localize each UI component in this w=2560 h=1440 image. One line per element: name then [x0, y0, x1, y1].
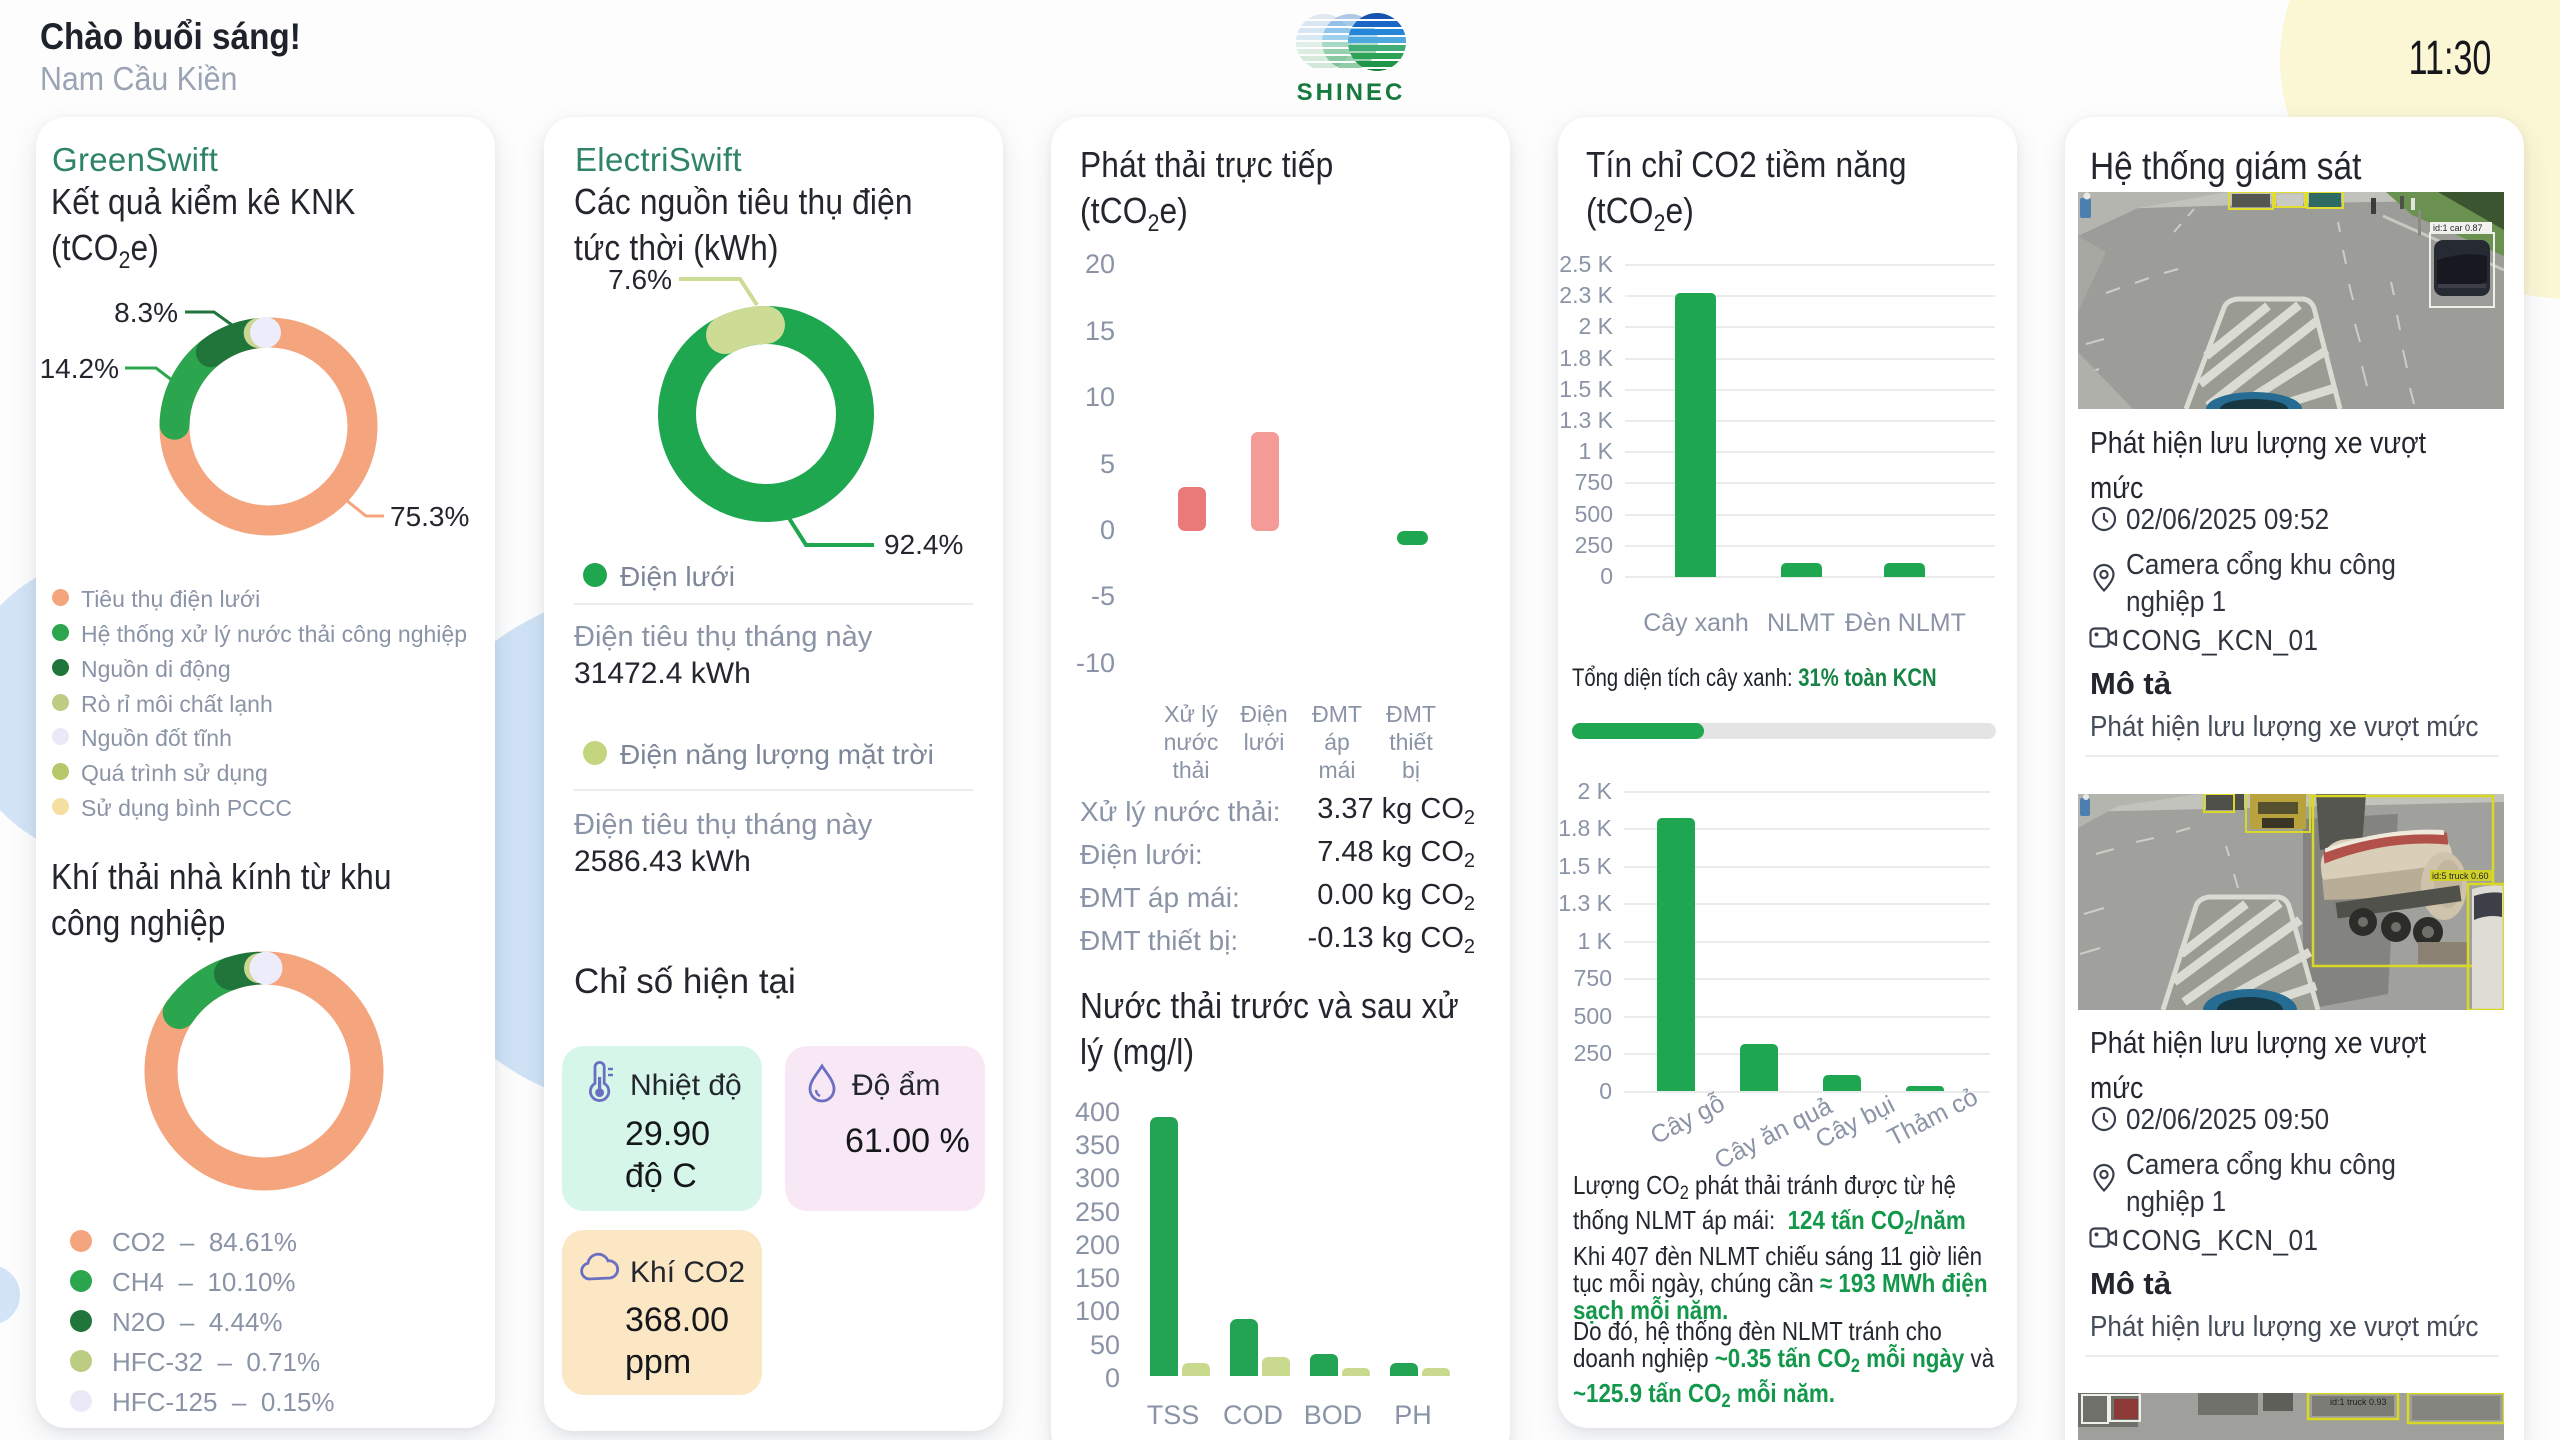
svg-text:14.2%: 14.2%	[40, 353, 119, 384]
svg-text:92.4%: 92.4%	[884, 529, 963, 560]
svg-text:id:1 truck 0.93: id:1 truck 0.93	[2330, 1397, 2387, 1407]
svg-text:SHINEC: SHINEC	[1297, 79, 1406, 106]
svg-text:7.6%: 7.6%	[608, 264, 672, 295]
svg-text:75.3%: 75.3%	[390, 501, 469, 532]
svg-text:id:5 truck 0.60: id:5 truck 0.60	[2432, 871, 2489, 881]
svg-text:8.3%: 8.3%	[114, 297, 178, 328]
svg-text:id:1 car 0.87: id:1 car 0.87	[2433, 223, 2483, 233]
